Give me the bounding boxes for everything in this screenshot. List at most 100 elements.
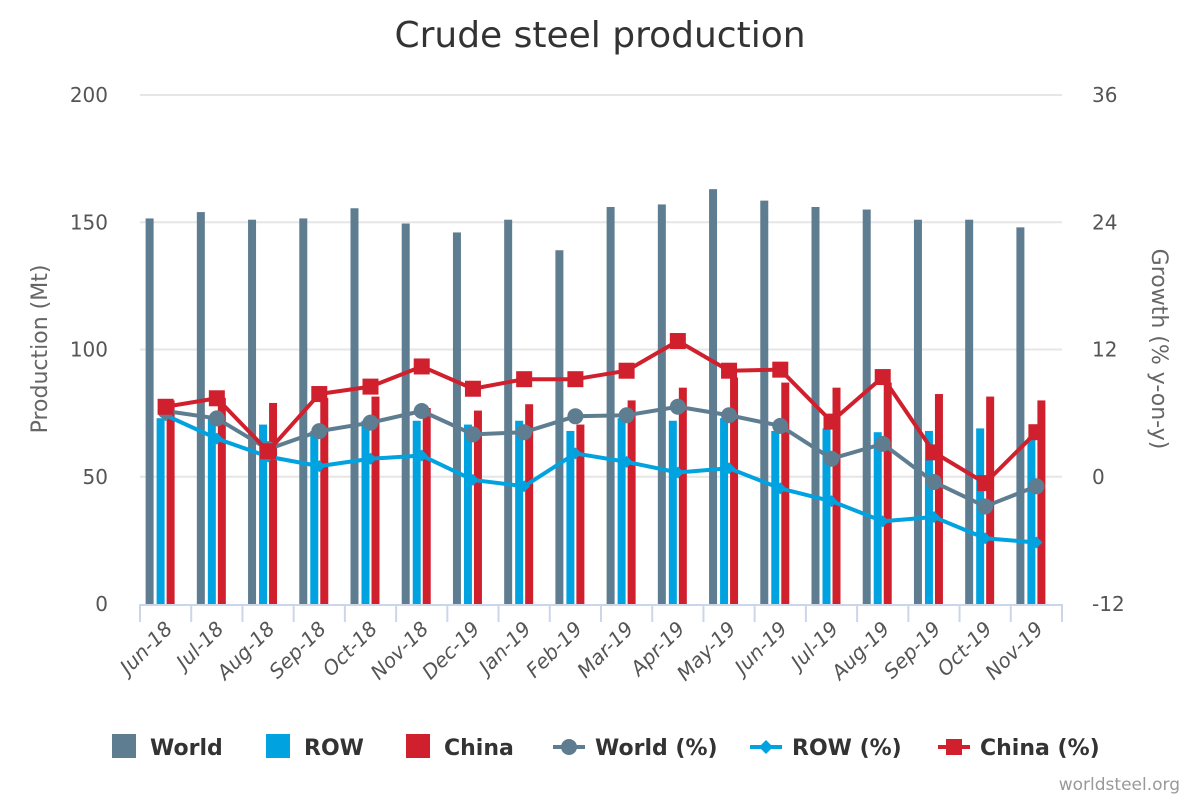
x-tick-label: Feb-19 <box>521 617 587 683</box>
marker-china <box>464 380 481 397</box>
marker-china <box>721 362 738 379</box>
bar-world <box>709 189 718 605</box>
x-tick-label: Mar-19 <box>572 617 638 683</box>
x-tick-label: Sep-19 <box>879 617 946 684</box>
x-tick-label: Jun-18 <box>112 617 177 682</box>
y-right-tick-label: 36 <box>1092 83 1117 107</box>
bar-row <box>822 428 831 604</box>
legend-label: ROW <box>304 736 364 761</box>
marker-row <box>569 447 582 460</box>
marker-row <box>210 432 223 445</box>
bar-world <box>504 219 513 604</box>
bar-china <box>832 387 841 604</box>
bar-china <box>371 396 380 604</box>
bar-china <box>269 402 278 604</box>
bar-row <box>1027 437 1036 604</box>
marker-world <box>567 408 584 425</box>
bar-china <box>627 400 636 604</box>
bar-row <box>207 418 216 604</box>
marker-world <box>977 498 994 515</box>
bar-china <box>1037 400 1046 604</box>
marker-china <box>669 333 686 350</box>
marker-row <box>364 452 377 465</box>
marker-china <box>925 444 942 461</box>
bar-world <box>606 206 615 605</box>
bar-china <box>576 424 585 604</box>
y-left-tick-label: 100 <box>70 338 108 362</box>
bar-china <box>730 377 739 604</box>
legend-item-world[interactable]: World (%) <box>553 736 718 761</box>
y-axis-left: 0 50 100 150 200 <box>70 83 108 616</box>
line-world <box>165 404 1038 509</box>
y-left-tick-label: 150 <box>70 210 108 234</box>
marker-world <box>208 410 225 427</box>
marker-row <box>671 466 684 479</box>
marker-china <box>567 371 584 388</box>
bars <box>145 189 1046 605</box>
bar-china <box>678 387 687 604</box>
legend-item-china[interactable]: China (%) <box>938 736 1100 761</box>
bar-row <box>566 430 575 604</box>
marker-china <box>618 362 635 379</box>
marker-row <box>415 449 428 462</box>
bar-world <box>350 208 359 604</box>
marker-china <box>823 413 840 430</box>
credit-text[interactable]: worldsteel.org <box>1059 775 1180 795</box>
bar-china <box>934 394 943 604</box>
bar-china <box>166 400 175 604</box>
marker-row <box>313 460 326 473</box>
marker-china <box>977 475 994 492</box>
bar-row <box>668 420 677 604</box>
marker-row <box>1030 536 1043 549</box>
marker-row <box>466 473 479 486</box>
marker-row <box>723 462 736 475</box>
marker-world <box>618 407 635 424</box>
y-left-tick-label: 200 <box>70 83 108 107</box>
legend-item-china[interactable]: China <box>406 734 514 761</box>
x-tick-label: Jun-19 <box>727 617 792 682</box>
bar-row <box>617 418 626 604</box>
bar-world <box>1016 227 1025 604</box>
marker-world <box>464 426 481 443</box>
marker-china <box>311 386 328 403</box>
marker-world <box>311 423 328 440</box>
bar-row <box>515 420 524 604</box>
marker-china <box>413 358 430 375</box>
y-right-tick-label: 12 <box>1092 338 1117 362</box>
legend-item-world[interactable]: World <box>112 734 223 761</box>
bar-world <box>760 200 769 604</box>
y-axis-right-title: Growth (% y-on-y) <box>1146 249 1171 450</box>
marker-row <box>518 480 531 493</box>
marker-china <box>1028 424 1045 441</box>
bar-world <box>452 232 461 604</box>
bar-world <box>965 219 974 604</box>
bar-china <box>883 382 892 604</box>
marker-world <box>669 398 686 415</box>
marker-world <box>925 474 942 491</box>
marker-china <box>362 378 379 395</box>
bar-world <box>657 204 666 604</box>
x-tick-label: Dec-19 <box>417 617 484 684</box>
marker-world <box>1028 478 1045 495</box>
marker-china <box>772 361 789 378</box>
marker-row <box>979 532 992 545</box>
legend-label: ROW (%) <box>792 736 902 761</box>
marker-china <box>157 398 174 415</box>
marker-row <box>620 455 633 468</box>
y-right-tick-label: -12 <box>1092 592 1125 616</box>
legend-item-row[interactable]: ROW (%) <box>750 736 902 761</box>
marker-row <box>774 482 787 495</box>
bar-row <box>976 428 985 604</box>
marker-china <box>516 371 533 388</box>
x-tick-label: Sep-18 <box>264 617 331 684</box>
bar-world <box>913 219 922 604</box>
bar-row <box>720 418 729 604</box>
legend-item-row[interactable]: ROW <box>266 734 364 761</box>
bar-row <box>361 420 370 604</box>
legend-label: World <box>150 736 223 761</box>
legend-marker-china <box>946 739 962 755</box>
y-right-tick-label: 0 <box>1092 465 1105 489</box>
marker-world <box>516 424 533 441</box>
marker-row <box>927 511 940 524</box>
